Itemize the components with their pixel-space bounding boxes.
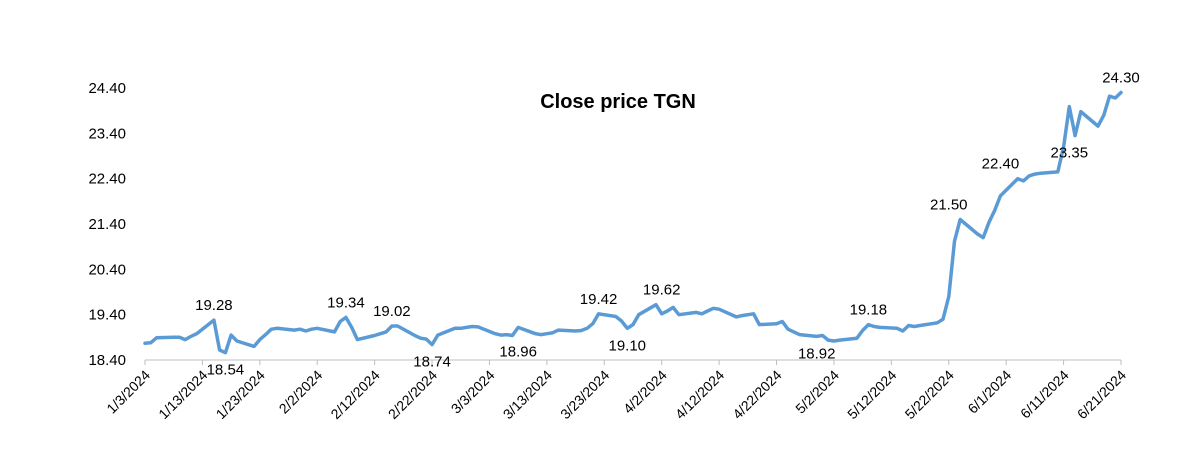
x-tick-label: 6/1/2024: [964, 367, 1014, 417]
x-tick-label: 2/12/2024: [327, 367, 383, 423]
data-label: 23.35: [1051, 145, 1089, 162]
x-tick-label: 1/13/2024: [155, 367, 211, 423]
x-tick-label: 4/2/2024: [620, 367, 670, 417]
data-label: 19.62: [643, 282, 681, 299]
y-tick-label: 18.40: [88, 352, 126, 369]
x-tick-label: 3/13/2024: [500, 367, 556, 423]
y-axis: 18.40 19.40 20.40 21.40 22.40 23.40 24.40: [88, 80, 126, 369]
x-axis: 1/3/2024 1/13/2024 1/23/2024 2/2/2024 2/12/2…: [103, 360, 1129, 422]
data-label: 19.28: [195, 297, 233, 314]
series-line: [143, 90, 1123, 355]
data-labels: 19.28 18.54 19.34 19.02 18.74 18.96 19.42 19.10…: [195, 70, 1140, 379]
data-label: 18.92: [798, 345, 836, 362]
x-tick-label: 3/3/2024: [448, 367, 498, 417]
chart-title: Close price TGN: [540, 91, 696, 113]
x-tick-label: 6/21/2024: [1074, 367, 1130, 423]
x-tick-label: 5/2/2024: [792, 367, 842, 417]
data-label: 21.50: [930, 196, 968, 213]
data-label: 19.42: [580, 291, 618, 308]
x-tick-label: 3/23/2024: [557, 367, 613, 423]
y-tick-label: 23.40: [88, 125, 126, 142]
y-tick-label: 19.40: [88, 307, 126, 324]
data-label: 24.30: [1102, 70, 1140, 87]
data-label: 19.10: [608, 337, 646, 354]
x-tick-label: 2/2/2024: [276, 367, 326, 417]
data-label: 18.96: [499, 344, 537, 361]
data-label: 19.18: [850, 302, 888, 319]
y-tick-label: 20.40: [88, 261, 126, 278]
y-tick-label: 24.40: [88, 80, 126, 97]
y-tick-label: 22.40: [88, 171, 126, 188]
x-tick-label: 1/3/2024: [103, 367, 153, 417]
x-tick-label: 2/22/2024: [385, 367, 441, 423]
x-tick-label: 4/22/2024: [729, 367, 785, 423]
x-tick-label: 4/12/2024: [672, 367, 728, 423]
data-label: 18.54: [207, 362, 245, 379]
x-tick-label: 5/12/2024: [844, 367, 900, 423]
data-label: 22.40: [982, 156, 1020, 173]
data-label: 19.02: [373, 303, 411, 320]
data-label: 19.34: [327, 294, 365, 311]
x-tick-label: 6/11/2024: [1017, 367, 1072, 422]
y-tick-label: 21.40: [88, 216, 126, 233]
x-tick-label: 5/22/2024: [902, 367, 958, 423]
data-label: 18.74: [413, 354, 451, 371]
